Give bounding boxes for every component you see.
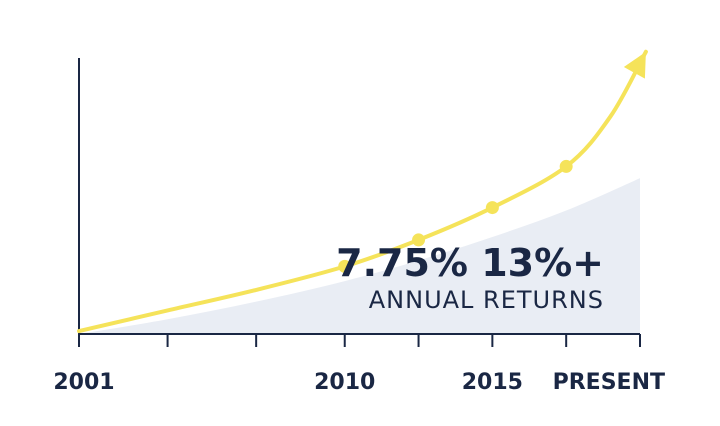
- x-tick-label: 2001: [53, 370, 114, 395]
- arrowhead-icon: [623, 51, 646, 79]
- returns-subhead: ANNUAL RETURNS: [369, 286, 604, 314]
- x-tick-label: 2015: [462, 370, 523, 395]
- data-point: [412, 233, 426, 247]
- x-tick-label: 2010: [314, 370, 375, 395]
- data-point: [338, 259, 352, 273]
- data-point: [485, 201, 499, 215]
- marker-layer: [338, 159, 573, 273]
- data-point: [559, 159, 573, 173]
- area-fill: [79, 178, 640, 334]
- axis-layer: [78, 58, 641, 347]
- returns-headline: 7.75% 13%+: [336, 241, 604, 285]
- x-tick-label: PRESENT: [553, 370, 665, 395]
- area-layer: [79, 178, 640, 334]
- tick-label-layer: 2001 2010 2015 PRESENT: [53, 370, 665, 395]
